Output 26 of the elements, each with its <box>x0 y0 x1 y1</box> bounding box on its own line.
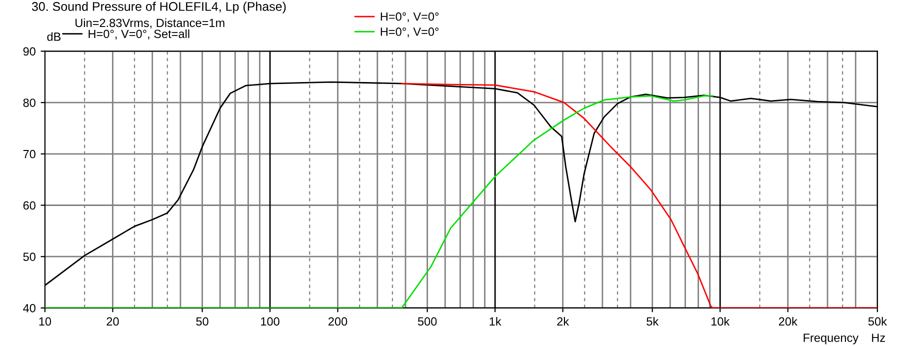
y-axis-title: dB <box>47 32 61 41</box>
text: Uin=2.83Vrms, Distance=1m <box>76 18 224 28</box>
x-tick-label: 10 <box>39 317 52 326</box>
x-tick-label: 200 <box>328 317 348 326</box>
x-tick-label: 5k <box>646 316 659 326</box>
x-tick-label: 50 <box>196 317 208 326</box>
legend-label: H=0°, V=0° <box>380 12 439 22</box>
legend-label: H=0°, V=0°, Set=all <box>88 29 190 40</box>
y-tick-label: 80 <box>23 98 36 107</box>
chart-title: 30. Sound Pressure of HOLEFIL4, Lp (Phase) <box>32 2 286 14</box>
y-tick-label: 90 <box>23 47 36 56</box>
x-tick-label: 20k <box>778 316 798 326</box>
x-axis-title: Frequency <box>804 334 859 344</box>
text: Hz <box>872 334 885 342</box>
y-tick-label: 60 <box>23 201 36 210</box>
y-tick-label: 40 <box>23 304 36 312</box>
x-tick-label: 10k <box>712 316 730 326</box>
x-tick-label: 2k <box>557 316 570 326</box>
x-tick-label: 20 <box>106 317 119 326</box>
x-tick-label: 100 <box>261 317 280 326</box>
x-tick-label: 1k <box>490 316 502 326</box>
y-tick-label: 70 <box>23 150 36 158</box>
y-tick-label: 50 <box>23 252 36 261</box>
x-tick-label: 50k <box>868 316 887 326</box>
x-tick-label: 500 <box>418 317 437 326</box>
legend-label: H=0°, V=0° <box>380 28 439 38</box>
